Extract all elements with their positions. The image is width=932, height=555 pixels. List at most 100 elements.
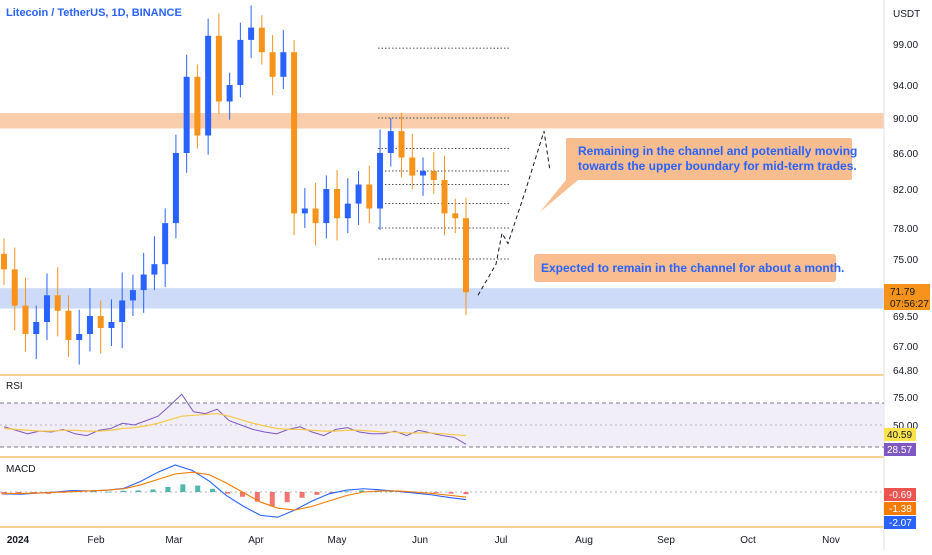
candle-body <box>1 253 7 270</box>
candle-body <box>108 322 115 328</box>
callout-lower: Expected to remain in the channel for ab… <box>534 254 844 282</box>
rsi-tick-50: 50.00 <box>893 421 918 432</box>
candle-body <box>420 171 427 176</box>
candle-body <box>377 153 384 209</box>
price-tick-0: 99.00 <box>893 40 918 51</box>
candle-body <box>387 131 394 153</box>
time-tick-9: Oct <box>740 535 756 546</box>
candle-body <box>430 171 437 180</box>
last-price: 71.79 <box>890 287 915 298</box>
macd-bar <box>344 491 350 493</box>
time-tick-4: May <box>328 535 347 546</box>
candle-body <box>97 316 104 328</box>
macd-tag-macd: -2.07 <box>889 518 912 529</box>
candle-body <box>65 310 72 340</box>
macd-bar <box>284 492 290 503</box>
candle-body <box>334 189 341 219</box>
price-tick-5: 78.00 <box>893 224 918 235</box>
macd-bar <box>359 490 365 492</box>
candle-body <box>237 39 244 85</box>
macd-bar <box>165 486 171 492</box>
macd-bar <box>314 492 320 495</box>
resistance-zone <box>0 113 884 129</box>
candle-body <box>226 85 233 102</box>
macd-bar <box>239 492 245 497</box>
time-tick-1: Feb <box>87 535 105 546</box>
candle-body <box>129 290 136 301</box>
rsi-tick-75: 75.00 <box>893 393 918 404</box>
time-tick-5: Jun <box>412 535 428 546</box>
candle-body <box>248 27 255 40</box>
macd-bar <box>448 492 454 494</box>
price-tick-3: 86.00 <box>893 149 918 160</box>
candle-body <box>344 203 351 219</box>
candle-body <box>312 208 319 224</box>
candle-body <box>33 322 40 334</box>
macd-bar <box>105 491 111 493</box>
candle-body <box>269 52 276 77</box>
macd-bar <box>16 492 22 494</box>
candle-body <box>162 223 169 265</box>
candle-body <box>183 76 190 153</box>
macd-bar <box>195 485 201 492</box>
macd-tag-hist: -0.69 <box>889 490 912 501</box>
time-tick-3: Apr <box>248 535 264 546</box>
time-axis: 2024 Feb Mar Apr May Jun Jul Aug Sep Oct Nov <box>7 535 840 546</box>
time-tick-7: Aug <box>575 535 593 546</box>
candle-body <box>11 269 18 306</box>
candle-body <box>366 184 373 209</box>
callout-upper: Remaining in the channel and potentially… <box>540 138 857 212</box>
candle-body <box>409 157 416 176</box>
macd-bar <box>31 492 37 493</box>
macd-bar <box>120 490 126 492</box>
price-tick-7: 69.50 <box>893 312 918 323</box>
rsi-tag-value: 28.57 <box>887 445 912 456</box>
time-tick-10: Nov <box>822 535 840 546</box>
currency-label[interactable]: USDT <box>893 9 920 20</box>
candle-body <box>291 52 298 214</box>
candle-body <box>301 208 308 214</box>
macd-bar <box>433 492 439 493</box>
candle-body <box>452 213 459 219</box>
macd-tag-signal: -1.38 <box>889 504 912 515</box>
price-tick-9: 64.80 <box>893 366 918 377</box>
candle-body <box>76 334 83 340</box>
price-tick-2: 90.00 <box>893 114 918 125</box>
candle-body <box>172 153 179 224</box>
candle-body <box>441 180 448 214</box>
candle-body <box>54 295 61 311</box>
price-tick-8: 67.00 <box>893 342 918 353</box>
macd-bar <box>269 492 275 507</box>
candles <box>1 5 469 365</box>
candle-body <box>355 184 362 204</box>
rsi-lines <box>3 393 467 445</box>
macd-label: MACD <box>6 464 35 475</box>
macd-lines <box>3 464 467 518</box>
price-tick-4: 82.00 <box>893 185 918 196</box>
macd-bar <box>388 491 394 492</box>
macd-bar <box>463 492 469 495</box>
candle-body <box>22 305 29 334</box>
candle-body <box>205 35 212 136</box>
candle-body <box>463 218 469 293</box>
candle-body <box>86 316 93 334</box>
rsi-tags: 40.59 28.57 <box>884 428 916 456</box>
price-axis: 99.00 94.00 90.00 86.00 82.00 78.00 75.00 69.50… <box>893 40 918 432</box>
candle-body <box>140 274 147 291</box>
candle-body <box>280 52 287 77</box>
candle-body <box>258 27 265 53</box>
candle-body <box>119 300 126 322</box>
price-tick-1: 94.00 <box>893 81 918 92</box>
countdown: 07:56:27 <box>890 299 929 310</box>
last-price-tag: 71.79 07:56:27 <box>884 284 930 310</box>
time-tick-6: Jul <box>495 535 508 546</box>
time-tick-0: 2024 <box>7 535 30 546</box>
candle-body <box>194 76 201 136</box>
macd-signal-line <box>4 471 467 511</box>
chart-title: Litecoin / TetherUS, 1D, BINANCE <box>6 7 182 19</box>
macd-bar <box>254 492 260 502</box>
macd-bar <box>180 484 186 492</box>
candle-body <box>151 264 158 275</box>
